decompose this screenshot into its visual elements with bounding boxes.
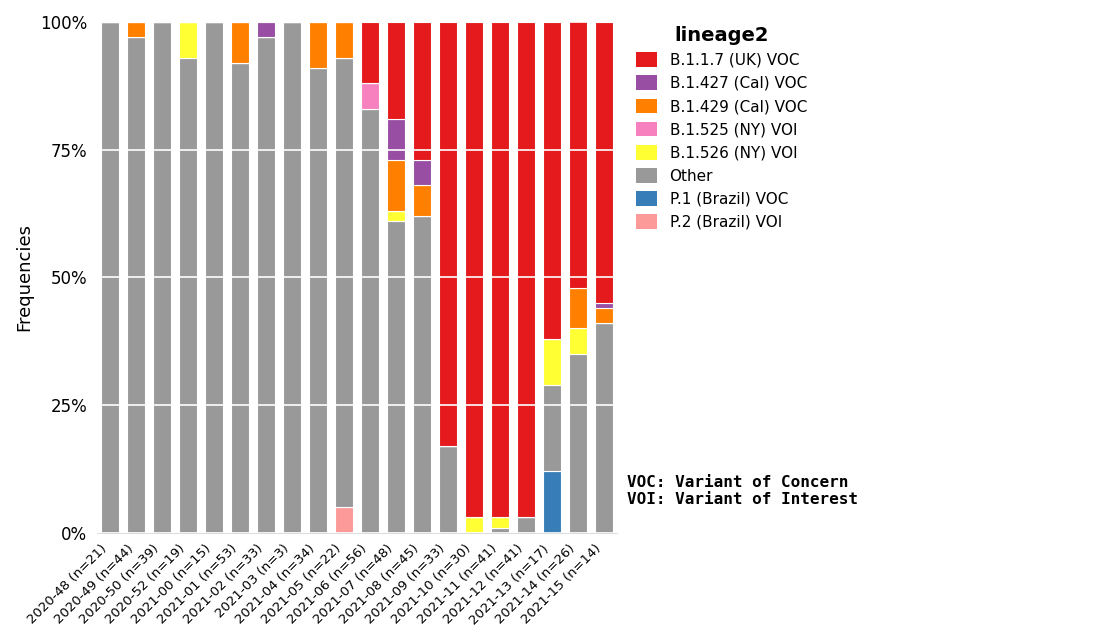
Bar xyxy=(334,58,353,507)
Bar xyxy=(517,22,536,517)
Bar xyxy=(361,108,379,533)
Bar xyxy=(361,22,379,83)
Bar xyxy=(595,303,614,308)
Bar xyxy=(412,160,431,186)
Bar xyxy=(231,63,250,533)
Bar xyxy=(595,324,614,533)
Bar xyxy=(569,354,587,533)
Bar xyxy=(361,83,379,108)
Bar xyxy=(439,22,458,446)
Bar xyxy=(595,22,614,303)
Bar xyxy=(100,22,119,533)
Bar xyxy=(569,329,587,354)
Bar xyxy=(256,37,275,533)
Bar xyxy=(386,211,405,221)
Bar xyxy=(309,22,328,68)
Bar xyxy=(542,22,561,338)
Y-axis label: Frequencies: Frequencies xyxy=(15,223,33,331)
Bar xyxy=(517,517,536,533)
Bar xyxy=(256,22,275,37)
Bar xyxy=(412,216,431,533)
Bar xyxy=(309,68,328,533)
Bar xyxy=(542,385,561,471)
Text: VOC: Variant of Concern
VOI: Variant of Interest: VOC: Variant of Concern VOI: Variant of … xyxy=(627,474,858,507)
Bar xyxy=(542,471,561,533)
Bar xyxy=(386,119,405,160)
Bar xyxy=(386,22,405,119)
Bar xyxy=(439,446,458,533)
Bar xyxy=(178,22,197,58)
Bar xyxy=(569,0,587,288)
Bar xyxy=(464,22,483,517)
Bar xyxy=(569,288,587,329)
Bar xyxy=(178,58,197,533)
Bar xyxy=(412,186,431,216)
Bar xyxy=(595,308,614,324)
Bar xyxy=(491,528,509,533)
Bar xyxy=(334,507,353,533)
Legend: B.1.1.7 (UK) VOC, B.1.427 (Cal) VOC, B.1.429 (Cal) VOC, B.1.525 (NY) VOI, B.1.52: B.1.1.7 (UK) VOC, B.1.427 (Cal) VOC, B.1… xyxy=(630,19,813,236)
Bar xyxy=(205,22,223,533)
Bar xyxy=(464,517,483,533)
Bar xyxy=(153,22,172,533)
Bar xyxy=(491,22,509,517)
Bar xyxy=(386,160,405,211)
Bar xyxy=(542,338,561,385)
Bar xyxy=(231,22,250,63)
Bar xyxy=(334,22,353,58)
Bar xyxy=(412,22,431,160)
Bar xyxy=(126,22,145,37)
Bar xyxy=(283,22,301,533)
Bar xyxy=(491,517,509,528)
Bar xyxy=(126,37,145,533)
Bar xyxy=(386,221,405,533)
